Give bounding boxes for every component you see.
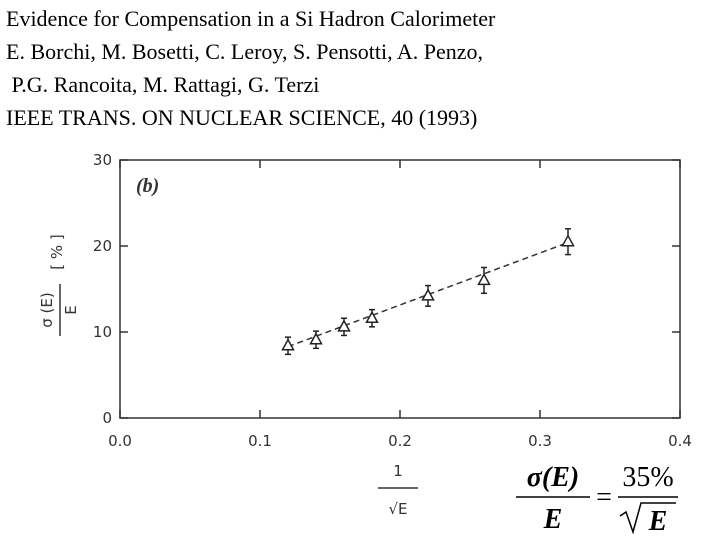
y-label-unit: [ % ] — [48, 234, 66, 270]
header-line: Evidence for Compensation in a Si Hadron… — [6, 6, 496, 31]
formula-lhs-denominator: E — [543, 504, 563, 535]
data-point — [477, 272, 491, 286]
formula: σ(E) E = 35% E — [516, 462, 678, 537]
x-label: 1 √E — [378, 462, 418, 518]
x-tick-label: 0.2 — [388, 432, 412, 450]
formula-rhs-numerator: 35% — [622, 462, 673, 493]
data-point — [281, 338, 295, 351]
radical-sign — [619, 502, 676, 535]
data-point — [309, 332, 323, 345]
header-line: P.G. Rancoita, M. Rattagi, G. Terzi — [6, 72, 319, 97]
formula-rhs-denominator: E — [648, 506, 668, 537]
x-label-numerator: 1 — [393, 462, 403, 480]
formula-equals: = — [596, 482, 612, 513]
x-label-denominator: √E — [388, 500, 407, 518]
x-tick-label: 0.1 — [248, 432, 272, 450]
y-tick-label: 10 — [93, 323, 112, 341]
data-point — [561, 234, 575, 247]
x-tick-label: 0.3 — [528, 432, 552, 450]
y-label: σ (E) E [ % ] — [38, 234, 80, 336]
y-tick-label: 0 — [102, 409, 112, 427]
y-label-numerator: σ (E) — [38, 292, 56, 327]
data-point — [421, 288, 435, 301]
x-tick-label: 0.4 — [668, 432, 692, 450]
y-label-denominator: E — [62, 305, 80, 314]
panel-label: (b) — [136, 175, 159, 197]
header-line: E. Borchi, M. Bosetti, C. Leroy, S. Pens… — [6, 39, 483, 64]
formula-lhs-numerator: σ(E) — [527, 462, 579, 493]
plot-frame — [119, 159, 681, 419]
y-tick-label: 20 — [93, 237, 112, 255]
x-tick-label: 0.0 — [108, 432, 132, 450]
y-tick-label: 30 — [93, 151, 112, 169]
data-point — [365, 310, 379, 323]
data-point — [337, 319, 351, 332]
header-line: IEEE TRANS. ON NUCLEAR SCIENCE, 40 (1993… — [6, 105, 477, 130]
